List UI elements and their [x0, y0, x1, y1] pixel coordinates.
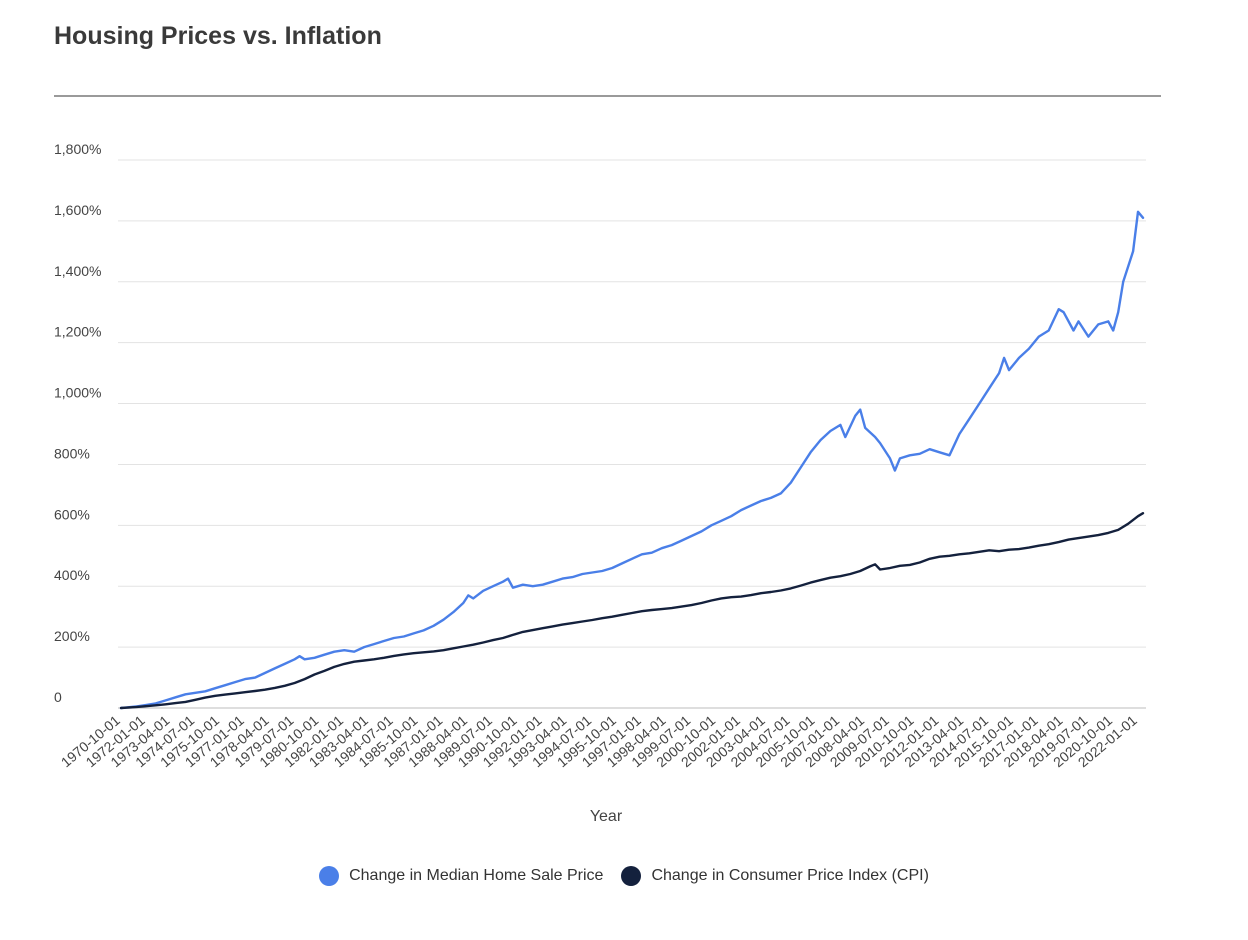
series-lines	[119, 210, 1145, 710]
gridlines	[118, 159, 1146, 709]
legend-marker-home-price	[319, 866, 340, 886]
series-line-home-price[interactable]	[119, 210, 1145, 710]
title-divider	[54, 95, 1161, 97]
y-tick-label: 1,400%	[54, 263, 101, 279]
legend-item-home-price[interactable]: Change in Median Home Sale Price	[319, 866, 603, 886]
y-tick-label: 1,000%	[54, 385, 101, 401]
legend-item-cpi[interactable]: Change in Consumer Price Index (CPI)	[621, 866, 929, 886]
legend: Change in Median Home Sale Price Change …	[0, 866, 1248, 886]
x-axis-ticks: 1970-10-011972-01-011973-04-011974-07-01…	[58, 712, 1140, 770]
y-axis-ticks: 0 200% 400% 600% 800% 1,000% 1,200% 1,400% 1,600…	[54, 141, 101, 705]
series-line-cpi[interactable]	[119, 512, 1145, 710]
x-axis-title: Year	[590, 808, 623, 825]
y-tick-label: 0	[54, 689, 62, 705]
line-chart: 0 200% 400% 600% 800% 1,000% 1,200% 1,400% 1,600…	[54, 141, 1146, 825]
y-tick-label: 1,600%	[54, 202, 101, 218]
legend-label-home-price: Change in Median Home Sale Price	[349, 867, 604, 884]
legend-marker-cpi	[621, 866, 642, 886]
y-tick-label: 200%	[54, 628, 90, 644]
legend-label-cpi: Change in Consumer Price Index (CPI)	[651, 867, 929, 884]
chart-title: Housing Prices vs. Inflation	[54, 22, 382, 50]
y-tick-label: 400%	[54, 567, 90, 583]
y-tick-label: 800%	[54, 445, 90, 461]
y-tick-label: 1,200%	[54, 324, 101, 340]
y-tick-label: 1,800%	[54, 141, 101, 157]
y-tick-label: 600%	[54, 506, 90, 522]
